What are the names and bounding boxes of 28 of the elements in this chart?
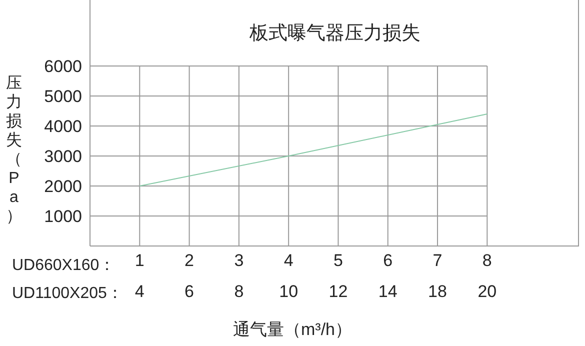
y-tick-label: 5000 <box>44 87 82 106</box>
text: 8 <box>233 282 245 302</box>
x-tick-label: 8 <box>482 251 492 270</box>
y-tick-label: 1000 <box>44 207 82 226</box>
y-axis-title: 压力损失（Pa） <box>6 74 22 226</box>
x-axis-title: 通气量（m³/h） <box>232 319 353 341</box>
x-tick-label: 3 <box>234 251 244 270</box>
text: 20 <box>476 282 498 302</box>
y-tick-label: 3000 <box>44 147 82 166</box>
x-tick-label: 6 <box>383 251 393 270</box>
y-tick-label: 4000 <box>44 117 82 136</box>
text: 板式曝气器压力损失 <box>248 22 422 46</box>
text: 12 <box>328 282 349 302</box>
x-tick-label: 4 <box>284 251 294 270</box>
line-series <box>139 114 488 186</box>
text: 6 <box>184 282 196 302</box>
text: 10 <box>278 282 300 302</box>
text: 14 <box>377 282 398 302</box>
y-tick-label: 6000 <box>44 57 82 76</box>
x-tick-label: 5 <box>333 251 343 270</box>
x-tick-label: 1 <box>134 251 144 270</box>
x-tick-label: 7 <box>432 251 442 270</box>
text: UD1100X205： <box>12 284 123 304</box>
y-tick-label: 2000 <box>44 177 82 196</box>
x-tick-label: 2 <box>184 251 194 270</box>
text: UD660X160： <box>12 256 116 276</box>
text: 18 <box>427 282 448 302</box>
text: 4 <box>134 282 144 301</box>
